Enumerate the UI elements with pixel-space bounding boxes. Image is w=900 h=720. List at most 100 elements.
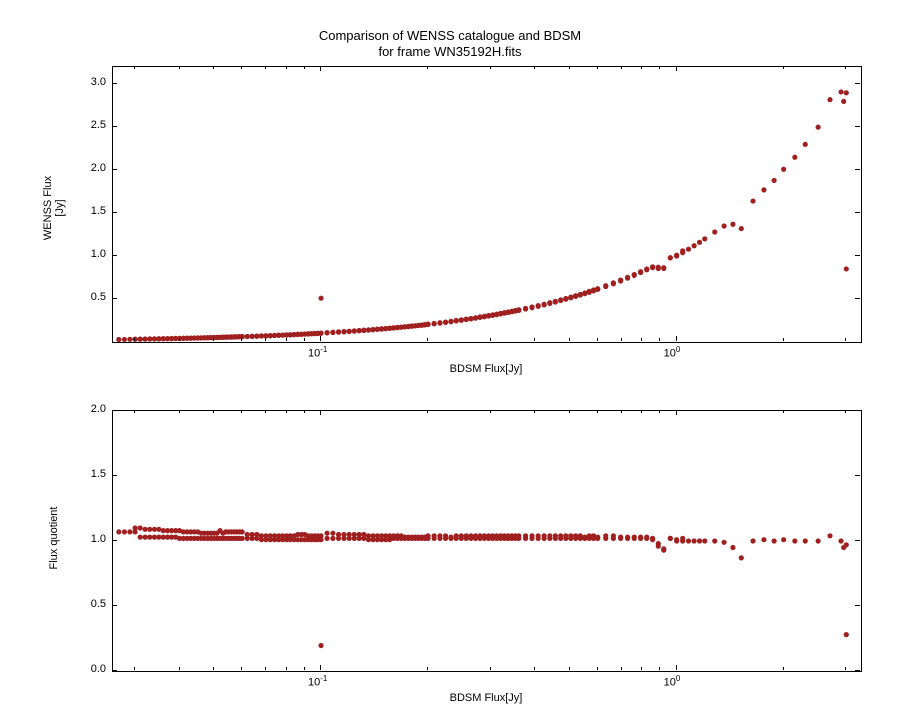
xtick-minor-line	[845, 66, 846, 69]
scatter-point	[336, 532, 341, 537]
scatter-point	[254, 532, 259, 537]
xtick-label: 100	[664, 674, 681, 689]
scatter-point	[152, 336, 157, 341]
ytick-label: 2.5	[91, 119, 106, 131]
scatter-point	[722, 223, 727, 228]
ytick-label: 3.0	[91, 76, 106, 88]
scatter-point	[330, 330, 335, 335]
xtick-minor-line	[134, 66, 135, 69]
scatter-point	[697, 240, 702, 245]
ytick-line	[112, 670, 117, 671]
scatter-point	[536, 303, 541, 308]
scatter-point	[347, 532, 352, 537]
scatter-point	[245, 532, 250, 537]
scatter-point	[437, 320, 442, 325]
scatter-point	[680, 248, 685, 253]
ytick-label: 1.0	[91, 533, 106, 545]
scatter-point	[529, 304, 534, 309]
scatter-point	[844, 266, 849, 271]
ytick-line	[112, 410, 117, 411]
xtick-minor-line	[569, 338, 570, 341]
scatter-point	[827, 97, 832, 102]
xtick-minor-line	[427, 410, 428, 413]
scatter-point	[464, 533, 469, 538]
xtick-minor-line	[659, 667, 660, 670]
panel-bottom-scatter	[112, 410, 862, 672]
scatter-point	[536, 533, 541, 538]
scatter-point	[563, 533, 568, 538]
scatter-point	[425, 533, 430, 538]
scatter-point	[650, 265, 655, 270]
scatter-point	[680, 536, 685, 541]
scatter-point	[603, 283, 608, 288]
scatter-point	[547, 533, 552, 538]
panel-top-xlabel: BDSM Flux[Jy]	[112, 363, 860, 375]
xtick-minor-line	[304, 410, 305, 413]
xtick-line	[320, 410, 321, 415]
xtick-minor-line	[569, 410, 570, 413]
scatter-point	[650, 537, 655, 542]
xtick-minor-line	[134, 667, 135, 670]
xtick-minor-line	[286, 338, 287, 341]
scatter-point	[425, 322, 430, 327]
xtick-line	[676, 410, 677, 415]
scatter-point	[632, 535, 637, 540]
scatter-point	[618, 278, 623, 283]
scatter-point	[838, 538, 843, 543]
ytick-line	[855, 212, 860, 213]
scatter-point	[668, 536, 673, 541]
scatter-point	[692, 538, 697, 543]
scatter-point	[730, 545, 735, 550]
xtick-minor-line	[213, 410, 214, 413]
xtick-minor-line	[134, 338, 135, 341]
panel-top-ylabel: WENSS Flux [Jy]	[42, 168, 66, 248]
xtick-minor-line	[286, 66, 287, 69]
figure-title-line1: Comparison of WENSS catalogue and BDSM	[0, 28, 900, 44]
scatter-point	[668, 255, 673, 260]
ytick-line	[855, 540, 860, 541]
panel-bottom-xlabel: BDSM Flux[Jy]	[112, 692, 860, 704]
scatter-point	[730, 222, 735, 227]
scatter-point	[841, 99, 846, 104]
scatter-point	[324, 531, 329, 536]
xtick-minor-line	[179, 66, 180, 69]
ytick-line	[855, 670, 860, 671]
xtick-minor-line	[286, 667, 287, 670]
scatter-point	[116, 337, 121, 342]
xtick-minor-line	[490, 66, 491, 69]
scatter-point	[750, 538, 755, 543]
scatter-point	[553, 533, 558, 538]
xtick-minor-line	[265, 410, 266, 413]
ytick-line	[855, 169, 860, 170]
scatter-point	[254, 333, 259, 338]
scatter-point	[336, 329, 341, 334]
ytick-line	[112, 83, 117, 84]
scatter-point	[116, 529, 121, 534]
ytick-line	[112, 298, 117, 299]
scatter-point	[432, 321, 437, 326]
ytick-line	[112, 540, 117, 541]
scatter-point	[459, 533, 464, 538]
xtick-minor-line	[179, 338, 180, 341]
scatter-point	[142, 527, 147, 532]
scatter-point	[529, 533, 534, 538]
scatter-point	[553, 299, 558, 304]
ytick-line	[855, 475, 860, 476]
scatter-point	[454, 318, 459, 323]
xtick-label: 10-1	[308, 674, 327, 689]
scatter-point	[366, 327, 371, 332]
xtick-minor-line	[427, 667, 428, 670]
xtick-minor-line	[213, 338, 214, 341]
scatter-point	[138, 525, 143, 530]
scatter-point	[454, 533, 459, 538]
xtick-minor-line	[304, 338, 305, 341]
scatter-point	[573, 533, 578, 538]
panel-bottom-plot-area	[113, 411, 861, 671]
scatter-point	[547, 300, 552, 305]
scatter-point	[245, 334, 250, 339]
scatter-point	[448, 319, 453, 324]
scatter-point	[473, 533, 478, 538]
scatter-point	[324, 536, 329, 541]
panel-top-scatter	[112, 66, 862, 343]
xtick-minor-line	[783, 66, 784, 69]
